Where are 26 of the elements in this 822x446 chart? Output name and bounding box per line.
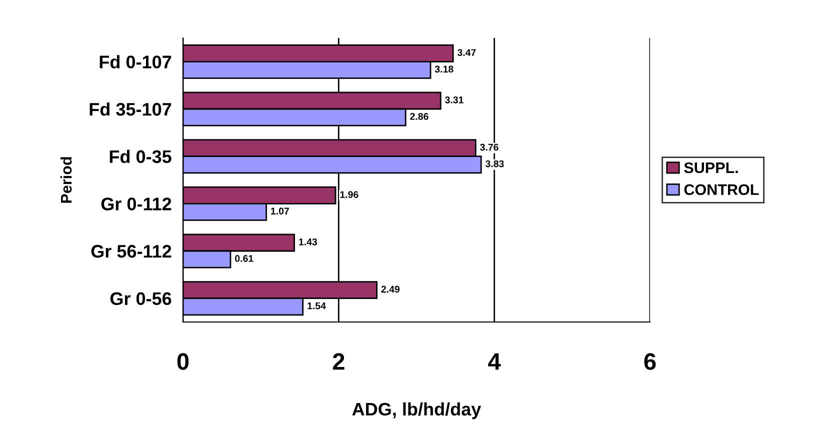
legend-label: SUPPL. <box>684 162 738 174</box>
data-label: 1.07 <box>271 208 289 215</box>
y-tick-label: Gr 0-112 <box>101 198 172 210</box>
data-label: 0.61 <box>235 255 254 262</box>
x-tick-label: 0 <box>177 353 189 370</box>
x-tick-label: 6 <box>644 353 656 370</box>
data-label: 1.96 <box>340 191 358 198</box>
data-label: 3.83 <box>485 160 504 168</box>
data-label: 3.31 <box>445 96 464 104</box>
x-tick-label: 4 <box>488 353 501 370</box>
y-tick-label: Gr 56-112 <box>91 244 172 258</box>
y-tick-label: Gr 0-56 <box>110 292 172 306</box>
data-label: 1.43 <box>299 238 318 246</box>
y-tick-label: Fd 0-35 <box>110 150 172 164</box>
data-label: 3.47 <box>457 49 476 56</box>
data-label: 3.18 <box>434 66 454 73</box>
data-label: 1.54 <box>308 302 326 310</box>
y-axis-title: Period <box>60 157 72 203</box>
legend-label: CONTROL <box>684 184 759 196</box>
data-label: 2.86 <box>410 113 428 120</box>
x-tick-label: 2 <box>332 353 344 370</box>
y-tick-label: Fd 0-107 <box>100 55 172 68</box>
data-label: 2.49 <box>381 286 400 293</box>
y-tick-label: Fd 35-107 <box>90 102 172 116</box>
x-axis-title: ADG, lb/hd/day <box>352 402 482 420</box>
data-label: 3.76 <box>480 144 498 151</box>
